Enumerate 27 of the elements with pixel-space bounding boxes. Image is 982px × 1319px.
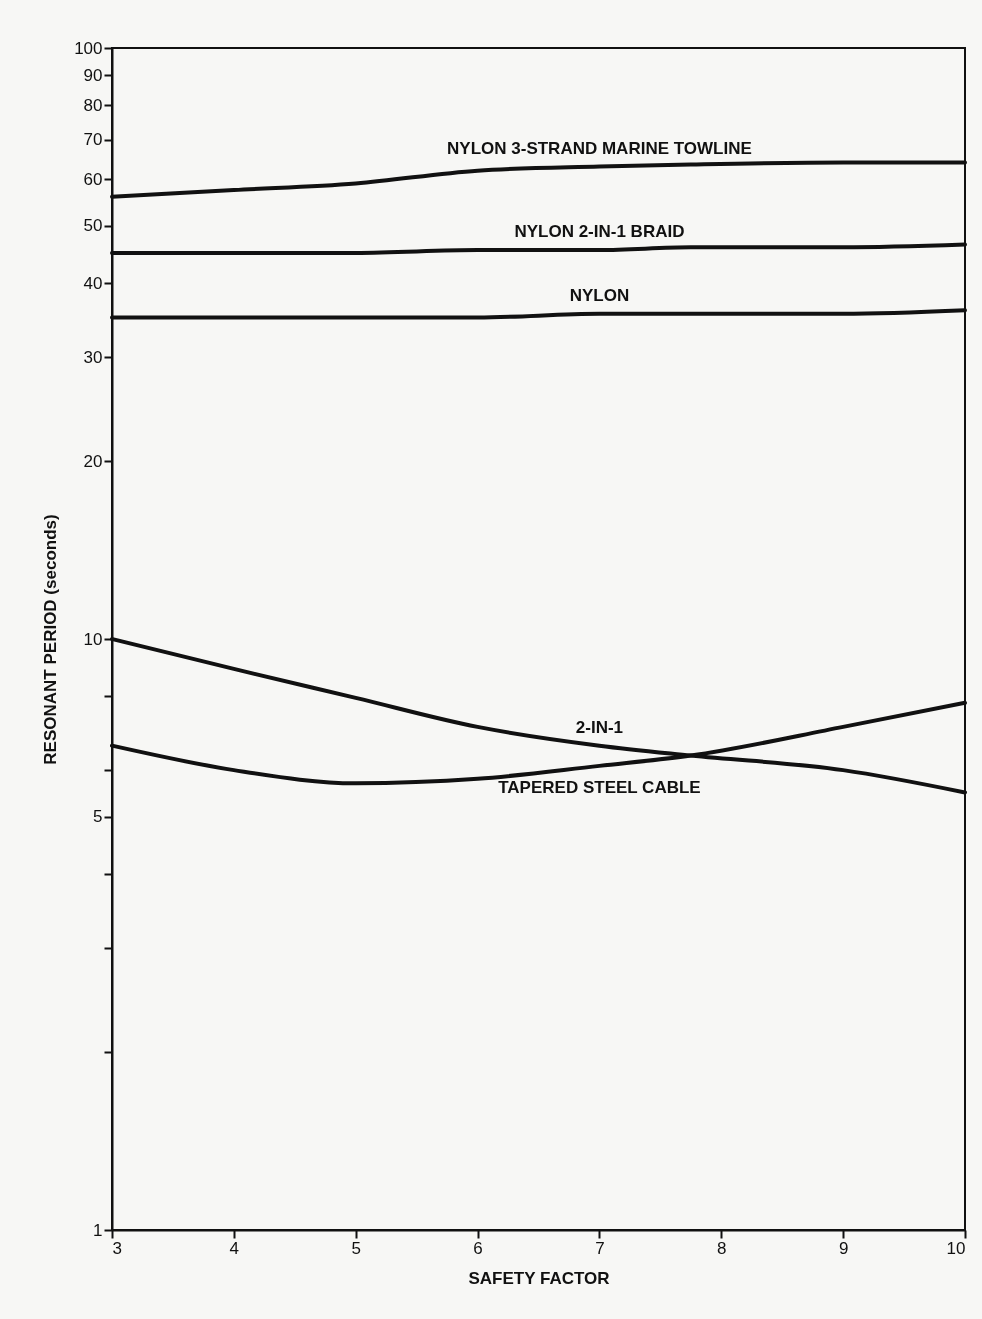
y-tick-label: 5	[93, 807, 103, 827]
x-tick-label: 4	[229, 1238, 240, 1258]
series-label: NYLON 3-STRAND MARINE TOWLINE	[447, 138, 752, 158]
y-tick-label: 100	[74, 38, 103, 58]
y-tick-label: 50	[83, 216, 103, 236]
y-tick-label: 30	[83, 347, 103, 367]
x-tick-label: 5	[351, 1238, 361, 1258]
y-tick-label: 70	[83, 130, 103, 150]
x-tick-label: 8	[717, 1238, 727, 1258]
series-label: NYLON	[569, 285, 630, 305]
y-tick-label: 40	[83, 273, 103, 293]
series-label: 2-IN-1	[575, 717, 624, 737]
y-tick-label: 10	[83, 629, 103, 649]
x-tick-label: 3	[112, 1238, 122, 1258]
y-tick-label: 1	[93, 1220, 103, 1240]
series-label: NYLON 2-IN-1 BRAID	[514, 222, 685, 242]
x-tick-label: 6	[473, 1238, 483, 1258]
series-label: TAPERED STEEL CABLE	[498, 777, 701, 797]
y-tick-label: 60	[83, 169, 103, 189]
x-tick-label: 10	[946, 1238, 966, 1258]
y-tick-label: 20	[83, 451, 103, 471]
x-tick-label: 7	[595, 1238, 605, 1258]
x-axis-title: SAFETY FACTOR	[468, 1268, 610, 1288]
y-tick-label: 80	[83, 95, 103, 115]
y-tick-label: 90	[83, 65, 103, 85]
x-tick-label: 9	[838, 1238, 849, 1258]
y-axis-title: RESONANT PERIOD (seconds)	[41, 514, 61, 765]
